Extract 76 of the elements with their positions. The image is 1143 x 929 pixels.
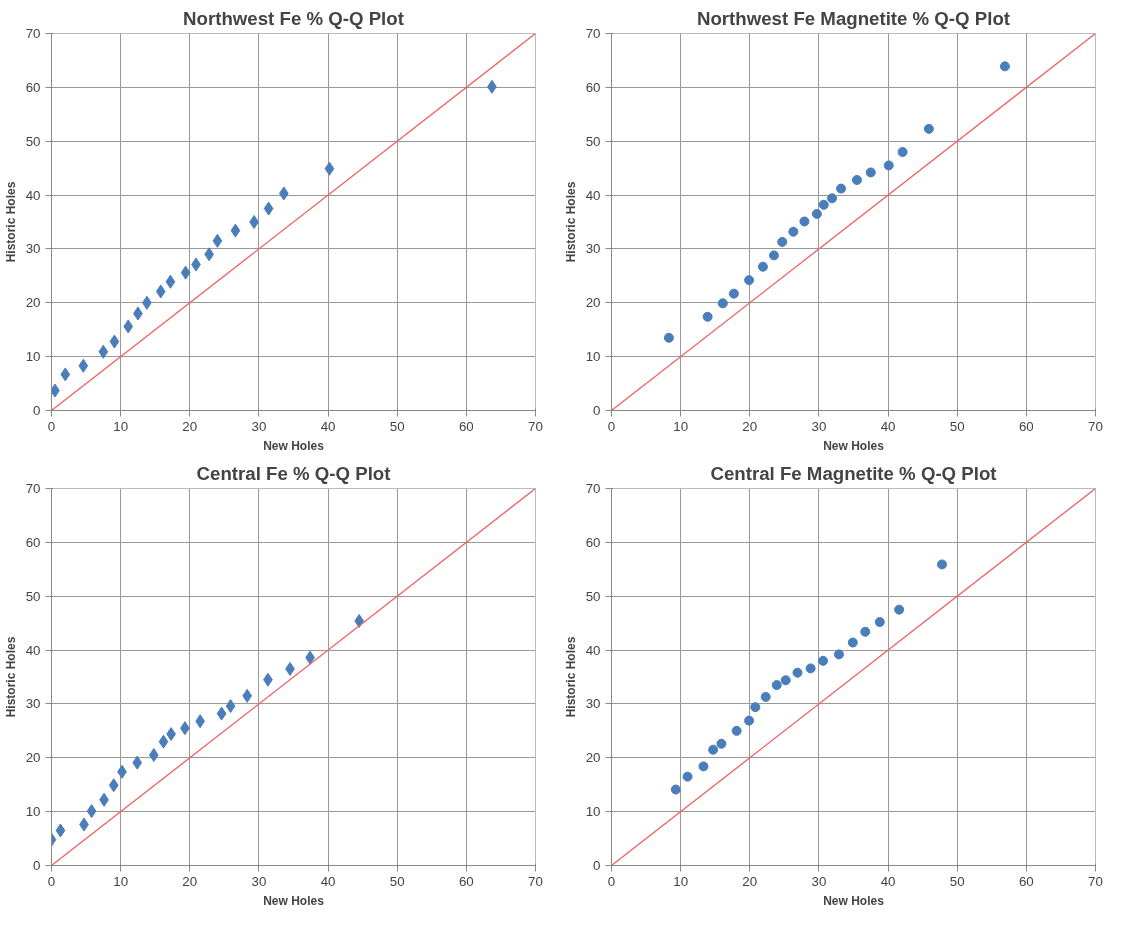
- x-tick-label: 20: [182, 418, 198, 434]
- y-tick-label: 30: [25, 696, 41, 712]
- y-tick-label: 10: [585, 804, 601, 820]
- y-tick-label: 40: [585, 187, 601, 203]
- y-tick-label: 50: [585, 133, 601, 149]
- x-tick-label: 0: [47, 418, 56, 434]
- x-tick-label: 30: [251, 873, 267, 889]
- y-tick-label: 20: [25, 750, 41, 766]
- y-tick-label: 0: [593, 403, 601, 418]
- x-tick-label: 60: [458, 873, 474, 889]
- x-tick-label: 60: [1018, 873, 1034, 889]
- x-tick-label: 30: [811, 418, 827, 434]
- y-tick-label: 50: [25, 588, 41, 604]
- x-tick-label: 10: [113, 418, 129, 434]
- x-tick-label: 50: [389, 418, 405, 434]
- chart-title: Central Fe Magnetite % Q-Q Plot: [710, 462, 997, 484]
- x-tick-label: 10: [113, 873, 129, 889]
- y-tick-label: 30: [585, 241, 601, 257]
- x-tick-label: 70: [1088, 418, 1103, 434]
- x-tick-label: 60: [458, 418, 474, 434]
- y-tick-label: 70: [585, 26, 601, 41]
- y-tick-label: 60: [585, 79, 601, 95]
- x-tick-label: 70: [1088, 873, 1103, 889]
- chart-title: Northwest Fe Magnetite % Q-Q Plot: [696, 7, 1011, 29]
- y-tick-label: 60: [25, 79, 41, 95]
- y-tick-label: 40: [585, 642, 601, 658]
- x-tick-label: 10: [673, 873, 689, 889]
- y-tick-label: 30: [585, 696, 601, 712]
- y-tick-label: 20: [585, 295, 601, 311]
- y-tick-label: 60: [25, 534, 41, 550]
- x-axis-title: New Holes: [263, 893, 325, 908]
- y-tick-label: 0: [33, 858, 41, 873]
- y-tick-label: 20: [585, 750, 601, 766]
- y-axis-title: Historic Holes: [3, 636, 18, 718]
- x-tick-label: 0: [607, 418, 616, 434]
- x-tick-label: 40: [880, 873, 896, 889]
- y-tick-label: 50: [585, 588, 601, 604]
- x-axis-title: New Holes: [823, 438, 885, 453]
- x-tick-label: 0: [607, 873, 616, 889]
- chart-title: Northwest Fe % Q-Q Plot: [183, 7, 404, 29]
- x-tick-label: 20: [742, 873, 758, 889]
- y-tick-label: 10: [25, 804, 41, 820]
- y-tick-label: 0: [33, 403, 41, 418]
- x-tick-label: 40: [320, 418, 336, 434]
- y-tick-label: 0: [593, 858, 601, 873]
- y-tick-label: 20: [25, 295, 41, 311]
- x-tick-label: 20: [182, 873, 198, 889]
- y-tick-label: 10: [585, 349, 601, 365]
- y-axis-title: Historic Holes: [3, 181, 18, 263]
- x-axis-title: New Holes: [823, 893, 885, 908]
- y-tick-label: 70: [25, 481, 41, 496]
- y-axis-title: Historic Holes: [563, 181, 578, 263]
- x-tick-label: 40: [320, 873, 336, 889]
- y-tick-label: 30: [25, 241, 41, 257]
- x-tick-label: 20: [742, 418, 758, 434]
- y-axis-title: Historic Holes: [563, 636, 578, 718]
- x-tick-label: 70: [528, 873, 543, 889]
- y-tick-label: 40: [25, 642, 41, 658]
- x-tick-label: 50: [949, 418, 965, 434]
- y-tick-label: 70: [25, 26, 41, 41]
- y-tick-label: 40: [25, 187, 41, 203]
- x-tick-label: 70: [528, 418, 543, 434]
- y-tick-label: 10: [25, 349, 41, 365]
- x-tick-label: 10: [673, 418, 689, 434]
- y-tick-label: 70: [585, 481, 601, 496]
- y-tick-label: 50: [25, 133, 41, 149]
- x-tick-label: 50: [389, 873, 405, 889]
- x-tick-label: 30: [251, 418, 267, 434]
- x-tick-label: 0: [47, 873, 56, 889]
- y-tick-label: 60: [585, 534, 601, 550]
- x-axis-title: New Holes: [263, 438, 325, 453]
- chart-title: Central Fe % Q-Q Plot: [196, 462, 391, 484]
- x-tick-label: 60: [1018, 418, 1034, 434]
- x-tick-label: 30: [811, 873, 827, 889]
- x-tick-label: 40: [880, 418, 896, 434]
- x-tick-label: 50: [949, 873, 965, 889]
